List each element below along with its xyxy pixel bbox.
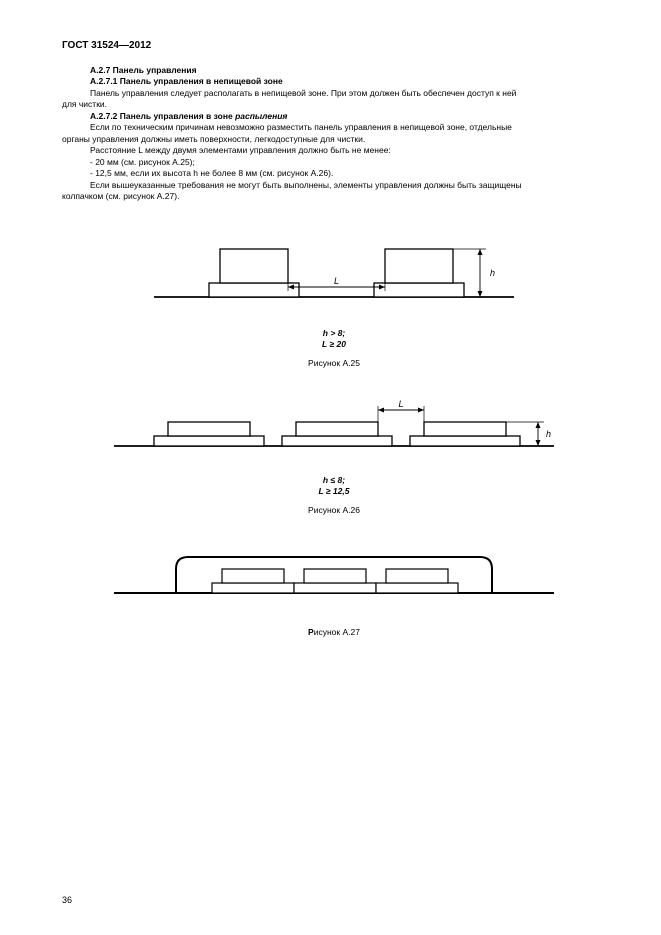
heading-a271: А.2.7.1 Панель управления в непищевой зо… bbox=[62, 76, 606, 87]
figure-a26: Lh h ≤ 8; L ≥ 12,5 Рисунок А.26 bbox=[62, 394, 606, 515]
para-1b: для чистки. bbox=[62, 99, 606, 110]
formula-a25-l1: h > 8; bbox=[323, 328, 345, 338]
para-4a: Если вышеуказанные требования не могут б… bbox=[62, 180, 606, 191]
figure-a26-svg: Lh bbox=[114, 394, 554, 469]
formula-a25-l2: L ≥ 20 bbox=[322, 339, 346, 349]
figure-a25-svg: Lh bbox=[154, 217, 514, 322]
para-4b: колпачком (см. рисунок А.27). bbox=[62, 191, 606, 202]
svg-text:L: L bbox=[398, 399, 403, 409]
para-1a: Панель управления следует располагать в … bbox=[62, 88, 606, 99]
formula-a26-l1: h ≤ 8; bbox=[323, 475, 345, 485]
figure-a27-svg bbox=[114, 541, 554, 609]
figure-a27-caption: Рисунок А.27 bbox=[62, 627, 606, 637]
para-2b: органы управления должны иметь поверхнос… bbox=[62, 134, 606, 145]
figure-a27: Рисунок А.27 bbox=[62, 541, 606, 637]
document-header: ГОСТ 31524—2012 bbox=[62, 40, 606, 51]
svg-text:h: h bbox=[490, 268, 495, 278]
list-item-1: - 20 мм (см. рисунок А.25); bbox=[62, 157, 606, 168]
page-number: 36 bbox=[62, 895, 72, 905]
body-text: А.2.7 Панель управления А.2.7.1 Панель у… bbox=[62, 65, 606, 203]
figure-a25-formula: h > 8; L ≥ 20 bbox=[62, 328, 606, 350]
page: ГОСТ 31524—2012 А.2.7 Панель управления … bbox=[0, 0, 661, 935]
list-item-2: - 12,5 мм, если их высота h не более 8 м… bbox=[62, 168, 606, 179]
figure-a26-formula: h ≤ 8; L ≥ 12,5 bbox=[62, 475, 606, 497]
figure-a27-caption-rest: исунок А.27 bbox=[314, 627, 360, 637]
heading-a272-prefix: А.2.7.2 Панель управления в зоне bbox=[90, 111, 235, 121]
heading-a27: А.2.7 Панель управления bbox=[62, 65, 606, 76]
formula-a26-l2: L ≥ 12,5 bbox=[319, 486, 350, 496]
para-3: Расстояние L между двумя элементами упра… bbox=[62, 145, 606, 156]
figure-a25: Lh h > 8; L ≥ 20 Рисунок А.25 bbox=[62, 217, 606, 368]
svg-text:L: L bbox=[334, 276, 339, 286]
para-2a: Если по техническим причинам невозможно … bbox=[62, 122, 606, 133]
svg-text:h: h bbox=[546, 429, 551, 439]
heading-a272-ital: распыления bbox=[235, 111, 287, 121]
figure-a25-caption: Рисунок А.25 bbox=[62, 358, 606, 368]
figure-a26-caption: Рисунок А.26 bbox=[62, 505, 606, 515]
heading-a272: А.2.7.2 Панель управления в зоне распыле… bbox=[62, 111, 606, 122]
